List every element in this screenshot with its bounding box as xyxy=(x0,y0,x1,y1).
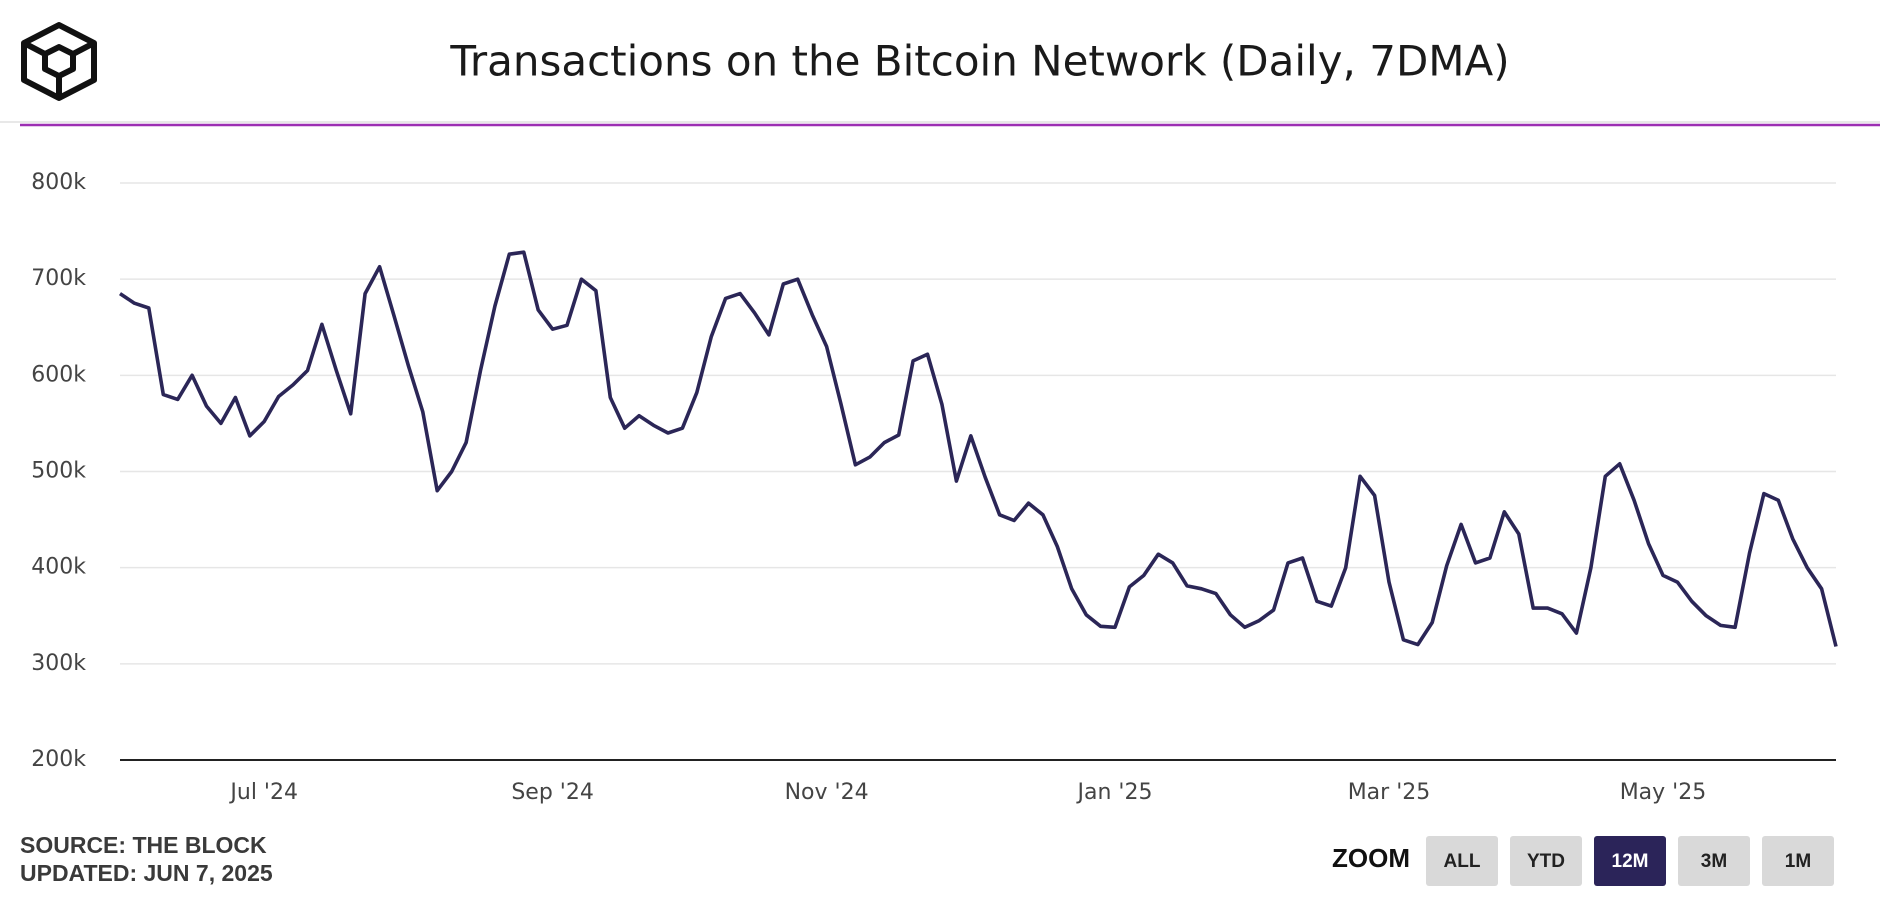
source: SOURCE: THE BLOCK xyxy=(20,832,267,858)
button-bg xyxy=(1762,836,1834,886)
zoom-button[interactable]: YTD xyxy=(1510,836,1582,886)
x-tick-label: Jul '24 xyxy=(228,780,298,805)
x-tick-label: Nov '24 xyxy=(785,780,869,805)
y-tick-label: 700k xyxy=(31,266,86,291)
zoom-button[interactable]: 12M xyxy=(1594,836,1666,886)
logo xyxy=(21,22,97,101)
zoom-button[interactable]: 3M xyxy=(1678,836,1750,886)
y-tick-label: 500k xyxy=(31,459,86,484)
x-tick-label: Mar '25 xyxy=(1348,780,1431,805)
updated: UPDATED: JUN 7, 2025 xyxy=(20,860,273,886)
button-bg xyxy=(1426,836,1498,886)
button-bg xyxy=(1678,836,1750,886)
button-bg xyxy=(1510,836,1582,886)
zoom-button[interactable]: ALL xyxy=(1426,836,1498,886)
y-tick-label: 300k xyxy=(31,651,86,676)
x-tick-label: Jan '25 xyxy=(1076,780,1153,805)
zoom-button[interactable]: 1M xyxy=(1762,836,1834,886)
button-label: 1M xyxy=(1785,851,1811,872)
data-line xyxy=(119,250,1838,647)
button-label: YTD xyxy=(1527,851,1565,872)
chart-title: Transactions on the Bitcoin Network (Dai… xyxy=(449,37,1509,86)
y-tick-label: 200k xyxy=(31,747,86,772)
button-label: 12M xyxy=(1612,851,1649,872)
button-label: 3M xyxy=(1701,851,1727,872)
x-tick-label: Sep '24 xyxy=(511,780,594,805)
button-bg xyxy=(1594,836,1666,886)
x-tick-label: May '25 xyxy=(1620,780,1707,805)
y-tick-label: 800k xyxy=(31,170,86,195)
zoom-label: ZOOM xyxy=(1332,843,1410,873)
y-tick-label: 400k xyxy=(31,555,86,580)
y-tick-label: 600k xyxy=(31,362,86,387)
button-label: ALL xyxy=(1444,851,1481,872)
